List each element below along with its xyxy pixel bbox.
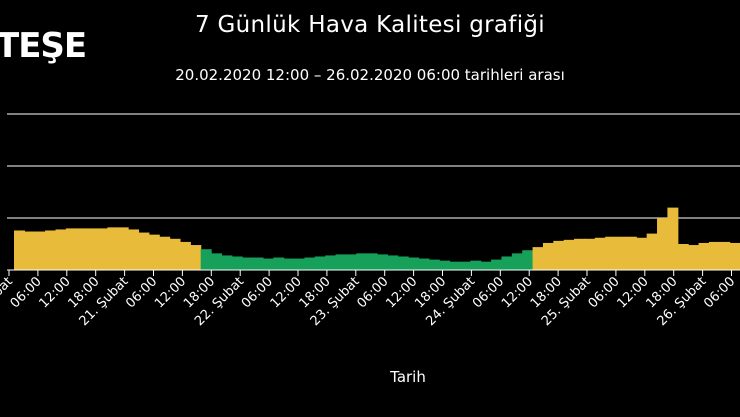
data-bar: [65, 228, 77, 270]
data-bar: [397, 256, 409, 270]
data-bar: [594, 237, 606, 270]
data-bar: [231, 256, 243, 270]
data-bar: [262, 258, 274, 270]
data-bar: [459, 261, 471, 270]
data-bar: [117, 227, 129, 270]
data-bar: [542, 242, 554, 270]
data-bar: [283, 258, 295, 270]
data-bar: [242, 257, 254, 270]
data-bar: [636, 237, 648, 270]
data-bar: [688, 245, 700, 270]
x-tick-label: 12:00: [499, 274, 536, 311]
data-bar: [304, 257, 316, 270]
data-bar: [677, 244, 689, 270]
data-bar: [729, 242, 740, 270]
data-bar: [14, 230, 25, 270]
data-bar: [221, 255, 233, 270]
data-bar: [273, 257, 285, 270]
data-bar: [45, 230, 57, 270]
data-bar: [107, 227, 119, 270]
data-bar: [532, 247, 544, 270]
data-bar: [366, 253, 378, 270]
data-bar: [511, 253, 523, 270]
data-bar: [491, 259, 503, 270]
data-bar: [345, 254, 357, 270]
data-bar: [574, 238, 586, 270]
x-tick-label: 06:00: [470, 274, 507, 311]
x-tick-label: 12:00: [615, 274, 652, 311]
x-tick-label: 06:00: [354, 274, 391, 311]
data-bar: [449, 261, 461, 270]
chart-title: 7 Günlük Hava Kalitesi grafiği: [195, 12, 545, 38]
x-tick-label: 12:00: [37, 274, 74, 311]
data-bar: [200, 249, 212, 270]
data-bar: [325, 255, 337, 270]
x-tick-label: 06:00: [123, 274, 160, 311]
data-bar: [646, 233, 658, 270]
x-tick-label: 12:00: [152, 274, 189, 311]
data-bar: [615, 236, 627, 270]
data-bar: [501, 256, 513, 270]
x-tick-label: 06:00: [8, 274, 45, 311]
logo: TEŞE: [0, 26, 87, 66]
data-bar: [584, 238, 596, 270]
data-bar: [605, 236, 617, 270]
x-tick-label: 06:00: [586, 274, 623, 311]
data-bar: [128, 229, 140, 270]
data-bar: [408, 257, 420, 270]
data-bar: [335, 254, 347, 270]
x-tick-label: 06:00: [239, 274, 276, 311]
data-bar: [470, 260, 482, 270]
data-bar: [428, 259, 440, 270]
data-bar: [294, 258, 305, 270]
data-bar: [553, 240, 565, 270]
data-bar: [179, 241, 191, 270]
x-tick-label: 12:00: [268, 274, 305, 311]
data-bar: [34, 231, 46, 270]
data-bar: [657, 218, 668, 270]
data-bar: [169, 238, 181, 270]
data-bar: [96, 228, 108, 270]
data-bar: [698, 242, 710, 270]
data-bar: [148, 234, 160, 270]
data-bar: [708, 241, 720, 270]
data-bar: [211, 253, 223, 270]
data-bar: [314, 256, 326, 270]
data-bar: [625, 236, 637, 270]
x-axis-label: Tarih: [390, 368, 426, 386]
data-bar: [563, 239, 575, 270]
data-bar: [138, 232, 150, 270]
x-tick-label: 06:00: [701, 274, 738, 311]
x-tick-label: 12:00: [383, 274, 420, 311]
data-bar: [24, 231, 36, 270]
data-bar: [55, 229, 67, 270]
chart-subtitle: 20.02.2020 12:00 – 26.02.2020 06:00 tari…: [175, 66, 565, 84]
data-bar: [86, 228, 98, 270]
data-bar: [76, 228, 88, 270]
data-bar: [480, 261, 492, 270]
data-bar: [252, 257, 264, 270]
data-bar: [667, 207, 679, 270]
data-bar: [719, 241, 731, 270]
data-bar: [377, 254, 388, 270]
data-bar: [439, 260, 451, 270]
data-bar: [190, 245, 202, 270]
data-bar: [387, 255, 399, 270]
data-bar: [522, 250, 534, 270]
data-bar: [356, 253, 368, 270]
data-bar: [418, 258, 430, 270]
data-bar: [159, 236, 171, 270]
